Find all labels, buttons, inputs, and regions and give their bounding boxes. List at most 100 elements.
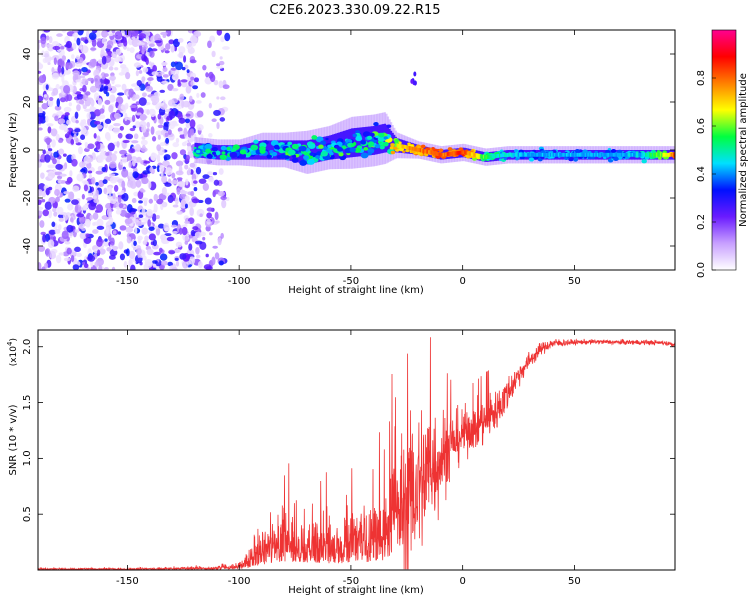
- band-core: [665, 152, 668, 157]
- noise-cell: [137, 190, 144, 200]
- noise-cell: [109, 173, 116, 177]
- band-core: [533, 152, 536, 157]
- noise-cell: [149, 50, 155, 58]
- noise-cell: [139, 44, 143, 51]
- noise-cell: [133, 133, 139, 140]
- y-tick-label: 2.0: [22, 339, 33, 355]
- noise-cell: [108, 216, 114, 225]
- noise-cell: [185, 113, 191, 117]
- band-core: [455, 151, 458, 156]
- noise-cell: [114, 150, 118, 154]
- snr-y-multiplier-exponent: 4: [6, 341, 14, 346]
- band-core: [489, 154, 492, 159]
- noise-cell: [76, 213, 85, 218]
- noise-cell: [78, 215, 86, 224]
- noise-cell: [170, 61, 176, 68]
- noise-cell: [66, 247, 72, 255]
- noise-cell: [140, 197, 149, 202]
- noise-cell: [198, 178, 207, 184]
- noise-cell: [175, 170, 184, 176]
- noise-cell: [125, 248, 130, 257]
- noise-cell: [52, 207, 57, 213]
- noise-cell: [220, 96, 226, 101]
- noise-cell: [132, 159, 136, 167]
- noise-cell: [48, 36, 53, 44]
- noise-cell: [51, 72, 60, 80]
- colorbar-tick-label: 0.0: [696, 262, 707, 278]
- noise-cell: [44, 137, 52, 144]
- band-core: [513, 152, 516, 157]
- noise-cell: [142, 67, 149, 73]
- band-core: [485, 155, 488, 160]
- band-core: [620, 152, 623, 157]
- noise-cell: [141, 227, 149, 235]
- noise-cell: [106, 247, 112, 252]
- noise-cell: [123, 260, 128, 268]
- noise-cell: [44, 56, 51, 63]
- band-body: [319, 137, 322, 162]
- noise-cell: [172, 142, 180, 148]
- noise-cell: [109, 94, 116, 103]
- noise-cell: [160, 172, 164, 177]
- band-core: [411, 146, 414, 151]
- noise-cell: [189, 207, 194, 217]
- noise-cell: [114, 67, 119, 71]
- noise-cell: [38, 210, 44, 216]
- noise-cell: [175, 137, 180, 144]
- noise-cell: [214, 252, 220, 260]
- snr-y-multiplier: (x104): [6, 338, 19, 366]
- band-core: [490, 154, 493, 159]
- band-core: [472, 152, 475, 157]
- noise-cell: [165, 43, 171, 50]
- noise-cell: [74, 128, 81, 133]
- band-core: [407, 145, 410, 150]
- noise-cell: [135, 70, 139, 77]
- noise-cell: [87, 77, 94, 82]
- noise-cell: [195, 100, 202, 104]
- noise-cell: [149, 166, 154, 173]
- band-speckle: [360, 152, 369, 159]
- noise-cell: [106, 44, 112, 49]
- noise-cell: [132, 125, 137, 129]
- band-speckle: [405, 149, 410, 153]
- noise-cell: [120, 104, 129, 111]
- band-speckle: [362, 131, 371, 138]
- band-core: [474, 153, 477, 157]
- noise-cell: [165, 30, 172, 37]
- noise-cell: [80, 119, 84, 129]
- band-core: [662, 152, 665, 157]
- band-body: [267, 140, 271, 160]
- noise-cell: [128, 250, 136, 260]
- noise-cell: [209, 35, 216, 43]
- band-core: [651, 152, 654, 157]
- noise-cell: [44, 151, 53, 155]
- noise-cell: [181, 190, 189, 195]
- noise-cell: [128, 161, 132, 168]
- band-speckle: [377, 135, 386, 142]
- band-speckle: [299, 145, 307, 152]
- band-speckle: [613, 156, 619, 162]
- band-speckle: [425, 147, 429, 151]
- band-speckle: [229, 151, 238, 158]
- noise-cell: [171, 152, 178, 160]
- band-core: [594, 152, 597, 157]
- noise-cell: [70, 138, 75, 145]
- noise-cell: [76, 104, 81, 112]
- noise-cell: [87, 143, 95, 150]
- noise-cell: [75, 79, 83, 83]
- noise-cell: [58, 139, 63, 144]
- noise-cell: [38, 262, 42, 270]
- noise-cell: [136, 79, 142, 87]
- noise-cell: [187, 167, 192, 175]
- noise-cell: [62, 212, 69, 221]
- band-core: [565, 152, 568, 157]
- band-core: [591, 152, 594, 157]
- noise-cell: [218, 260, 224, 266]
- band-speckle: [375, 135, 379, 139]
- noise-cell: [103, 85, 109, 91]
- noise-cell: [155, 103, 161, 111]
- noise-cell: [54, 188, 60, 196]
- noise-cell: [89, 58, 97, 68]
- noise-cell: [190, 76, 195, 81]
